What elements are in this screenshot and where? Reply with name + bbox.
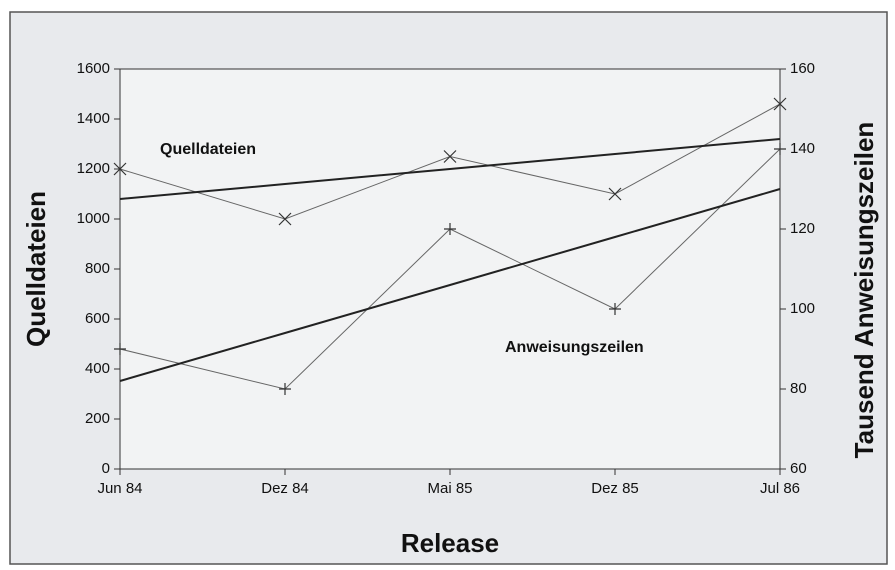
point-marker [113,162,127,176]
y-tick-label: 800 [85,260,110,277]
point-marker [774,143,786,155]
x-tick-label: Dez 85 [591,480,639,497]
point-marker [609,303,621,315]
point-marker [278,212,292,226]
y-tick-label: 200 [85,410,110,427]
point-marker [444,223,456,235]
y2-tick-label: 100 [790,300,815,317]
point-marker [608,187,622,201]
plot-area [119,68,781,470]
y-tick-label: 1400 [77,110,110,127]
y-tick-label: 0 [102,460,110,477]
y2-tick-label: 60 [790,460,807,477]
point-marker [443,150,457,163]
point-marker [279,383,291,395]
y2-tick-label: 160 [790,60,815,77]
series-annotation: Quelldateien [160,141,256,158]
series-annotation: Anweisungszeilen [505,339,644,356]
y-tick-label: 1200 [77,160,110,177]
x-tick-label: Jul 86 [760,480,800,497]
x-tick-label: Jun 84 [97,480,142,497]
y-tick-label: 1600 [77,60,110,77]
y-tick-label: 1000 [77,210,110,227]
y-tick-label: 400 [85,360,110,377]
y-tick-label: 600 [85,310,110,327]
y2-tick-label: 80 [790,380,807,397]
y-axis-title: Quelldateien [21,191,51,347]
point-marker [114,343,126,355]
y2-tick-label: 120 [790,220,815,237]
y2-axis-title: Tausend Anweisungszeilen [849,122,879,459]
point-marker [773,97,787,111]
y2-tick-label: 140 [790,140,815,157]
series-line [119,188,781,382]
x-tick-label: Mai 85 [427,480,472,497]
x-axis-title: Release [401,528,499,558]
x-tick-label: Dez 84 [261,480,309,497]
series-line [119,138,781,200]
